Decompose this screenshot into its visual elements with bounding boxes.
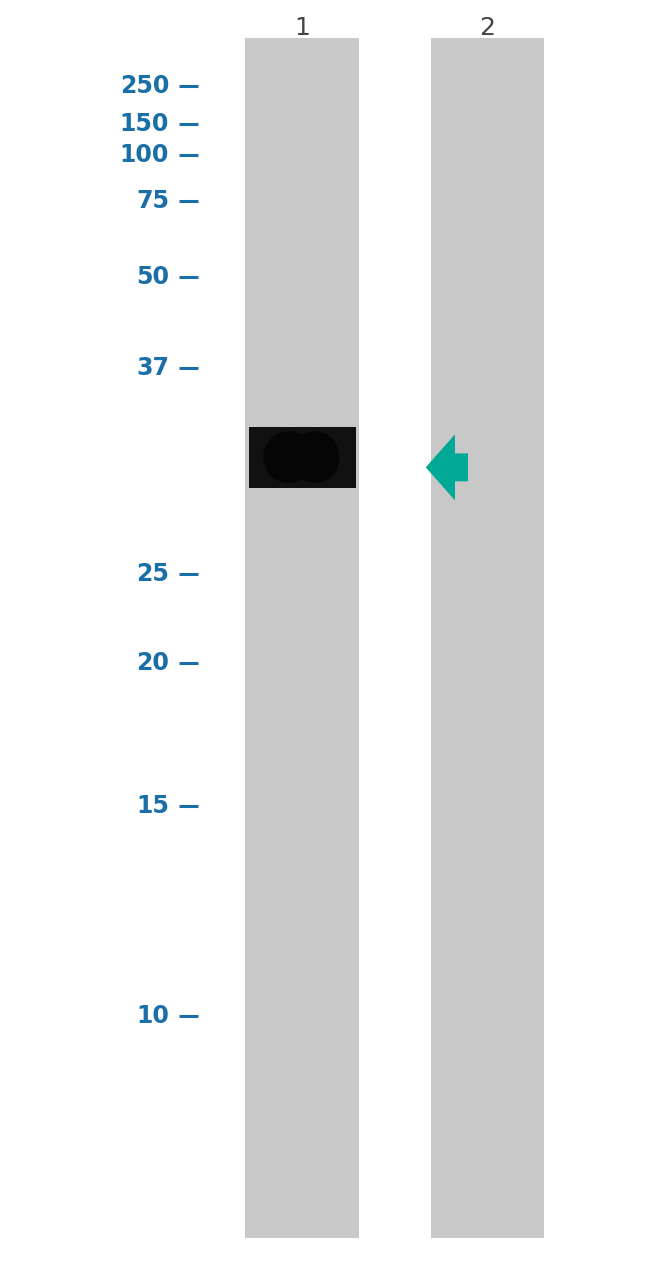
Text: 25: 25 (136, 563, 169, 585)
Bar (430, 38, 545, 1238)
Text: 2: 2 (480, 17, 495, 39)
Text: 37: 37 (136, 357, 169, 380)
Text: 250: 250 (120, 75, 169, 98)
Bar (246, 38, 359, 1238)
Text: 15: 15 (136, 795, 169, 818)
Text: 75: 75 (136, 189, 169, 212)
Bar (249, 427, 356, 488)
Ellipse shape (263, 432, 315, 483)
Text: 20: 20 (136, 652, 169, 674)
Text: 1: 1 (294, 17, 310, 39)
FancyArrow shape (426, 434, 468, 500)
Text: 100: 100 (120, 144, 169, 166)
Ellipse shape (291, 432, 339, 483)
Text: 10: 10 (136, 1005, 169, 1027)
Text: 150: 150 (120, 113, 169, 136)
Text: 50: 50 (136, 265, 169, 288)
